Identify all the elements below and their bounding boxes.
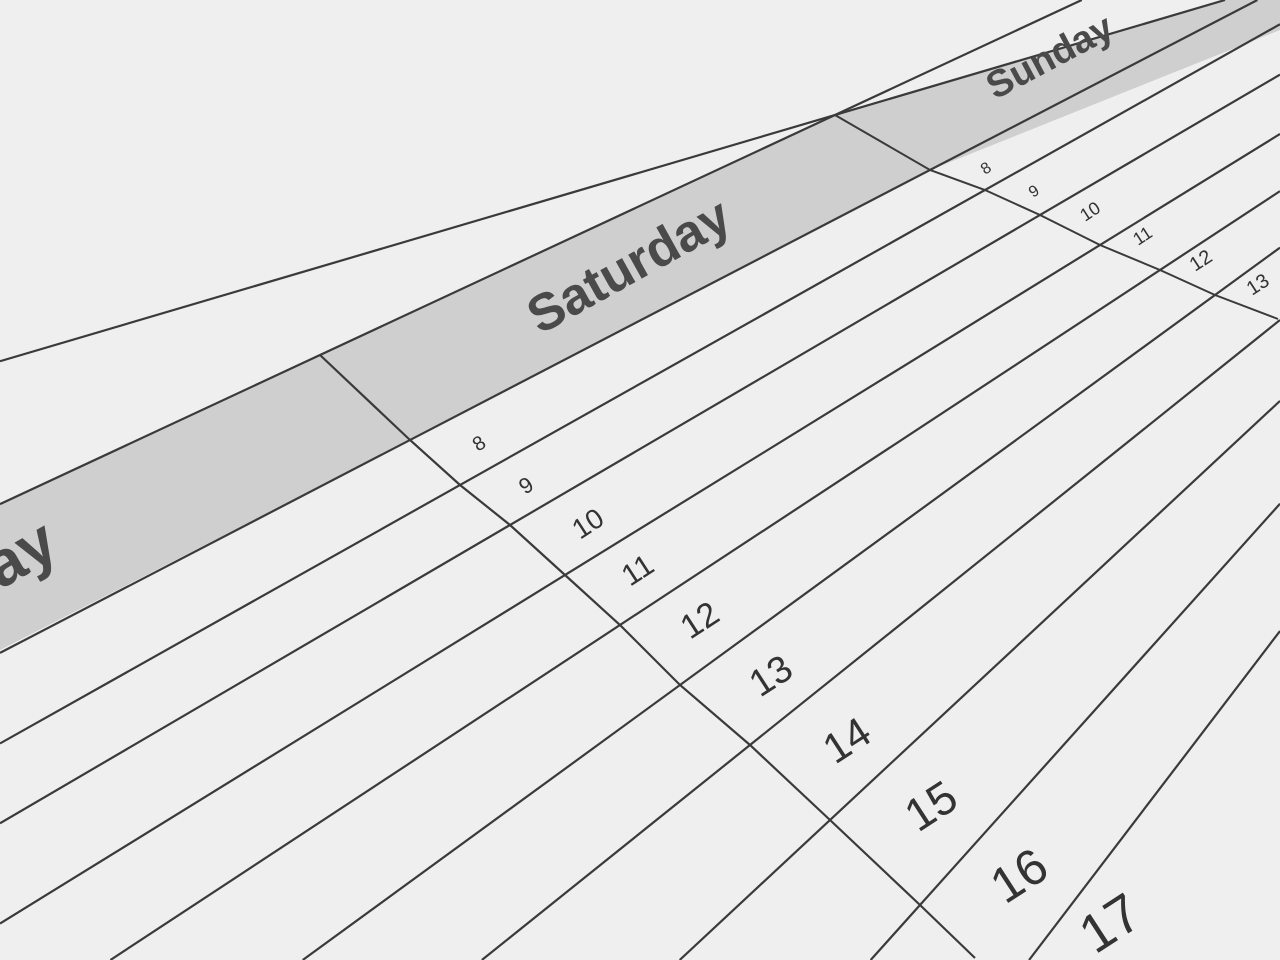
sunday-hour-label: 10: [1076, 198, 1104, 226]
header-top-line: [0, 0, 1226, 363]
sunday-hour-label: 11: [1129, 222, 1156, 249]
saturday-hour-label: 15: [895, 770, 966, 841]
saturday-hour-label: 17: [1069, 882, 1152, 960]
row-line: [481, 319, 1280, 960]
column-divider: [319, 354, 976, 959]
saturday-hour-label: 10: [566, 502, 609, 545]
row-line: [0, 133, 1280, 925]
row-line: [109, 190, 1280, 960]
column-divider: [834, 114, 1279, 320]
sunday-hour-label: 8: [978, 159, 995, 178]
row-line: [0, 0, 1258, 654]
sunday-hour-label: 9: [1026, 182, 1043, 201]
row-line: [0, 23, 1280, 745]
row-line: [0, 73, 1280, 825]
saturday-hour-label: 16: [980, 837, 1057, 914]
row-line: [869, 503, 1280, 960]
saturday-hour-label: 11: [616, 548, 660, 593]
saturday-hour-label: 9: [514, 472, 538, 500]
header-top-line: [0, 0, 1083, 506]
row-line: [678, 400, 1280, 960]
saturday-hour-label: 13: [742, 647, 800, 705]
header-band: [0, 0, 1280, 650]
sunday-hour-label: 13: [1243, 270, 1274, 301]
saturday-hour-label: 14: [814, 708, 879, 773]
saturday-hour-label: 8: [469, 432, 490, 457]
saturday-hour-label: 12: [674, 594, 726, 646]
row-line: [1028, 630, 1280, 960]
row-line: [302, 246, 1280, 960]
